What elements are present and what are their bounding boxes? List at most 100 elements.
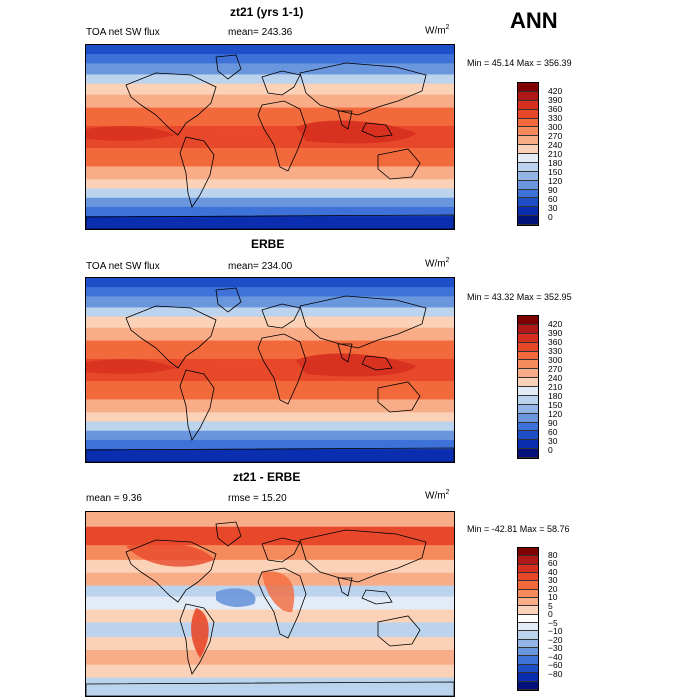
colorbar-tick-label: 240 <box>548 372 563 383</box>
colorbar-segment <box>518 154 538 163</box>
colorbar-segment <box>518 342 538 352</box>
coastline <box>337 343 353 363</box>
colorbar-segment <box>518 422 538 432</box>
field-patch <box>86 126 176 141</box>
coastline <box>261 70 301 96</box>
panel-1-minmax: Min = 45.14 Max = 356.39 <box>467 58 572 68</box>
colorbar-segment <box>518 378 538 387</box>
panel-2-map <box>85 277 455 463</box>
colorbar-tick-label: 0 <box>548 211 553 222</box>
colorbar-tick-label: 80 <box>548 549 558 560</box>
coastline <box>261 303 301 329</box>
colorbar-segment <box>518 648 538 657</box>
colorbar-tick-label: 390 <box>548 94 563 105</box>
panel-2-coastlines <box>86 287 454 462</box>
coastline <box>377 615 421 647</box>
colorbar-tick-label: 150 <box>548 399 563 410</box>
colorbar-segment <box>518 198 538 208</box>
field-band <box>86 94 454 109</box>
field-band <box>86 399 454 413</box>
panel-3-rmse: rmse = 15.20 <box>228 493 287 504</box>
colorbar-segment <box>518 360 538 370</box>
field-patch <box>216 588 256 607</box>
panel-3-coastlines <box>86 521 454 696</box>
coastline <box>125 539 217 603</box>
colorbar-tick-label: −60 <box>548 660 563 671</box>
field-band <box>86 430 454 441</box>
field-band <box>86 559 454 574</box>
field-band <box>86 179 454 190</box>
panel-3-colorbar <box>517 547 539 691</box>
colorbar-segment <box>518 573 538 582</box>
coastline <box>215 521 242 547</box>
colorbar-tick-label: 40 <box>548 566 558 577</box>
colorbar-tick-label: 420 <box>548 85 563 96</box>
coastline <box>257 333 307 405</box>
field-patch <box>296 353 416 377</box>
coastline <box>257 100 307 172</box>
colorbar-segment <box>518 145 538 154</box>
field-band <box>86 526 454 546</box>
field-band <box>86 206 454 217</box>
coastline <box>86 214 454 229</box>
colorbar-segment <box>518 564 538 574</box>
field-band <box>86 54 454 64</box>
colorbar-segment <box>518 127 538 137</box>
coastline <box>361 589 393 605</box>
colorbar-segment <box>518 171 538 181</box>
panel-1-colorbar <box>517 82 539 226</box>
colorbar-tick-label: −40 <box>548 651 563 662</box>
colorbar-segment <box>518 639 538 649</box>
colorbar-tick-label: 10 <box>548 592 558 603</box>
field-band <box>86 287 454 297</box>
panel-1-title: zt21 (yrs 1-1) <box>230 5 304 19</box>
field-patch <box>86 359 176 374</box>
colorbar-tick-label: 60 <box>548 426 558 437</box>
field-band <box>86 63 454 75</box>
coastline <box>337 577 353 597</box>
field-band <box>86 74 454 85</box>
colorbar-segment <box>518 316 538 325</box>
colorbar-segment <box>518 351 538 361</box>
colorbar-segment <box>518 664 538 674</box>
colorbar-tick-label: 210 <box>548 148 563 159</box>
colorbar-tick-label: −30 <box>548 643 563 654</box>
colorbar-tick-label: 150 <box>548 166 563 177</box>
coastline <box>261 537 301 563</box>
panel-1-map <box>85 44 455 230</box>
field-band <box>86 83 454 96</box>
panel-2-field <box>86 278 454 462</box>
panel-3-minmax: Min = -42.81 Max = 58.76 <box>467 524 570 534</box>
colorbar-segment <box>518 369 538 379</box>
colorbar-tick-label: −20 <box>548 634 563 645</box>
colorbar-segment <box>518 180 538 190</box>
field-band <box>86 421 454 432</box>
field-band <box>86 188 454 199</box>
colorbar-tick-label: 0 <box>548 609 553 620</box>
panel-3-title: zt21 - ERBE <box>233 470 301 484</box>
colorbar-segment <box>518 581 538 590</box>
field-patch <box>262 571 295 613</box>
colorbar-tick-label: 420 <box>548 318 563 329</box>
colorbar-tick-label: 270 <box>548 130 563 141</box>
colorbar-segment <box>518 162 538 172</box>
colorbar-tick-label: 20 <box>548 583 558 594</box>
colorbar-segment <box>518 100 538 110</box>
panel-1-units: W/m2 <box>425 24 450 37</box>
colorbar-segment <box>518 606 538 615</box>
colorbar-tick-label: 240 <box>548 139 563 150</box>
panel-1-field <box>86 45 454 229</box>
panel-1-mean: mean= 243.36 <box>228 27 293 38</box>
colorbar-tick-label: 120 <box>548 175 563 186</box>
coastline <box>299 529 427 583</box>
colorbar-segment <box>518 109 538 119</box>
colorbar-segment <box>518 216 538 225</box>
coastline <box>377 381 421 413</box>
field-patch <box>216 359 263 373</box>
field-band <box>86 381 454 400</box>
colorbar-segment <box>518 440 538 450</box>
field-band <box>86 296 454 308</box>
colorbar-segment <box>518 387 538 396</box>
colorbar-segment <box>518 673 538 682</box>
coastline <box>337 110 353 130</box>
